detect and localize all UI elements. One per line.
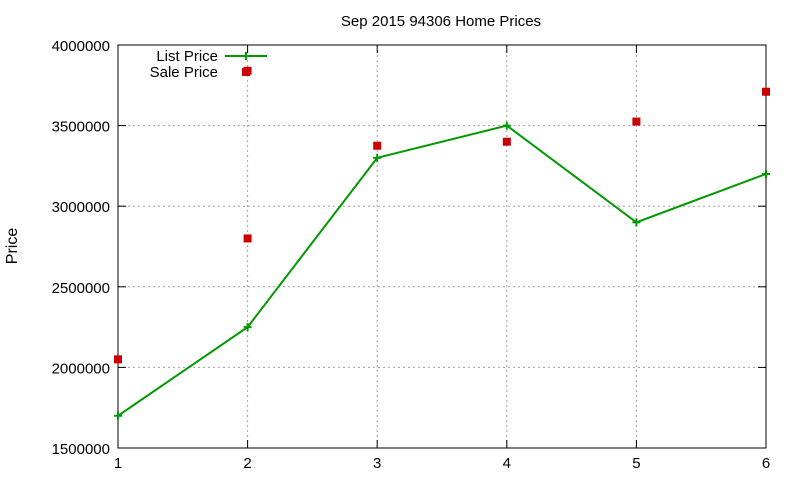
x-tick-label: 5 <box>632 455 640 472</box>
y-tick-label: 3000000 <box>52 199 110 216</box>
legend-label: List Price <box>156 48 218 65</box>
legend-marker <box>242 68 250 76</box>
x-tick-label: 4 <box>503 455 511 472</box>
y-axis-tick-labels: 1500000 2000000 2500000 3000000 3500000 40000… <box>52 38 110 458</box>
y-tick-label: 3500000 <box>52 119 110 136</box>
sale-price-point <box>762 87 770 96</box>
list-price-series <box>114 121 770 420</box>
grid-lines <box>118 45 766 448</box>
sale-price-point <box>632 117 641 126</box>
x-tick-label: 3 <box>373 455 381 472</box>
sale-price-point <box>502 137 511 146</box>
x-tick-label: 2 <box>243 455 251 472</box>
legend-label: Sale Price <box>150 64 218 81</box>
legend-marker <box>242 52 250 60</box>
plot-area-border <box>117 44 767 449</box>
y-tick-label: 4000000 <box>52 38 110 55</box>
chart-title: Sep 2015 94306 Home Prices <box>341 13 541 30</box>
y-tick-label: 2500000 <box>52 280 110 297</box>
list-price-point <box>632 218 641 227</box>
list-price-point <box>373 153 382 162</box>
sale-price-point <box>114 355 122 364</box>
sale-price-series <box>114 66 770 364</box>
list-price-line <box>117 124 767 417</box>
y-tick-label: 1500000 <box>52 441 110 458</box>
list-price-point <box>502 121 511 130</box>
sale-price-point <box>243 234 252 243</box>
sale-price-point <box>373 141 382 150</box>
x-axis-tick-labels: 1 2 3 4 5 6 <box>114 455 770 472</box>
series-layer <box>114 66 770 420</box>
x-tick-label: 1 <box>114 455 122 472</box>
axis-ticks <box>117 44 767 449</box>
x-tick-label: 6 <box>762 455 770 472</box>
list-price-point <box>243 323 252 332</box>
list-price-point <box>762 169 770 178</box>
list-price-point <box>114 411 122 420</box>
y-tick-label: 2000000 <box>52 360 110 377</box>
y-axis-title: Price <box>4 228 21 265</box>
